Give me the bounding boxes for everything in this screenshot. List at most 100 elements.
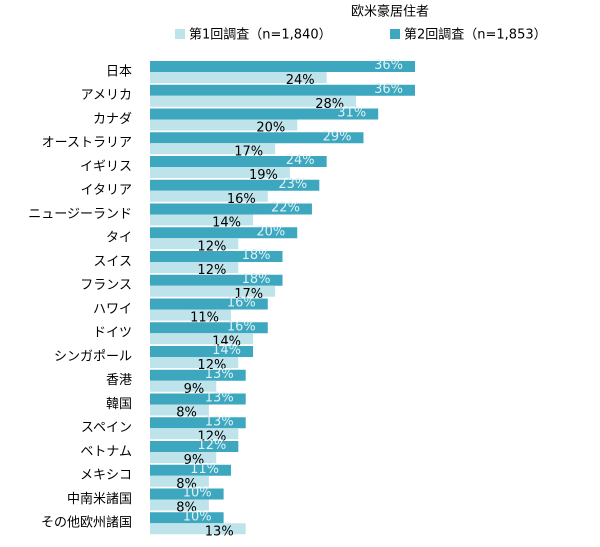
value-label: 12% xyxy=(197,429,226,444)
bar xyxy=(150,346,254,357)
bar xyxy=(150,95,357,107)
bar xyxy=(150,214,254,226)
bar xyxy=(150,84,415,96)
bar xyxy=(150,512,224,524)
y-tick-label: 韓国 xyxy=(106,397,132,412)
y-tick-label: ニュージーランド xyxy=(28,207,132,222)
value-label: 16% xyxy=(227,319,256,334)
bar xyxy=(150,369,246,381)
value-label: 16% xyxy=(227,296,256,311)
bar xyxy=(150,167,290,178)
y-tick-label: フランス xyxy=(80,278,132,293)
value-label: 8% xyxy=(176,477,197,492)
value-label: 14% xyxy=(212,343,241,358)
value-label: 19% xyxy=(249,168,278,183)
value-label: 11% xyxy=(190,311,219,326)
y-tick-label: タイ xyxy=(106,231,132,246)
value-label: 13% xyxy=(205,414,234,429)
bar xyxy=(150,132,364,144)
y-tick-label: スイス xyxy=(93,254,132,269)
bar xyxy=(150,285,276,297)
value-label: 9% xyxy=(184,453,205,468)
value-label: 29% xyxy=(323,129,352,144)
bar xyxy=(150,119,298,131)
bar xyxy=(150,238,239,250)
value-label: 36% xyxy=(374,82,403,97)
value-label: 12% xyxy=(197,438,226,453)
value-label: 16% xyxy=(227,192,256,207)
value-label: 20% xyxy=(256,121,285,136)
y-tick-label: メキシコ xyxy=(80,468,132,483)
value-label: 14% xyxy=(212,216,241,231)
value-label: 12% xyxy=(197,239,226,254)
bar xyxy=(150,251,283,262)
bar xyxy=(150,274,283,286)
legend-swatch xyxy=(390,29,400,39)
value-label: 9% xyxy=(184,382,205,397)
value-label: 14% xyxy=(212,334,241,349)
y-tick-label: オーストラリア xyxy=(42,136,132,151)
bar xyxy=(150,108,379,120)
y-tick-label: スペイン xyxy=(81,421,132,436)
value-label: 24% xyxy=(286,73,315,88)
value-label: 24% xyxy=(286,153,315,168)
bar xyxy=(150,298,268,310)
value-label: 17% xyxy=(234,144,263,159)
bar xyxy=(150,357,239,368)
y-tick-label: シンガポール xyxy=(54,349,132,364)
y-tick-label: 香港 xyxy=(106,373,132,388)
bar xyxy=(150,333,254,345)
bar xyxy=(150,61,415,72)
value-label: 18% xyxy=(242,272,271,287)
value-label: 10% xyxy=(183,486,212,501)
y-tick-label: イタリア xyxy=(81,183,132,198)
value-label: 31% xyxy=(337,106,366,121)
bar xyxy=(150,404,209,416)
bar xyxy=(150,309,231,321)
value-label: 10% xyxy=(183,509,212,524)
legend-label: 第2回調査（n=1,853） xyxy=(404,28,547,43)
bar xyxy=(150,227,298,239)
y-tick-label: その他欧州諸国 xyxy=(41,515,132,531)
bar xyxy=(150,441,239,452)
value-label: 18% xyxy=(242,248,271,263)
legend-label: 第1回調査（n=1,840） xyxy=(189,28,332,43)
bar xyxy=(150,499,209,511)
y-tick-label: イギリス xyxy=(80,159,132,174)
y-tick-label: 中南米諸国 xyxy=(67,491,132,507)
value-label: 13% xyxy=(205,367,234,382)
bar xyxy=(150,393,246,405)
value-label: 13% xyxy=(205,391,234,406)
y-tick-label: 日本 xyxy=(106,64,132,79)
value-label: 8% xyxy=(176,501,197,516)
value-label: 8% xyxy=(176,406,197,421)
value-label: 12% xyxy=(197,263,226,278)
value-label: 12% xyxy=(197,358,226,373)
bar xyxy=(150,475,209,487)
bar xyxy=(150,417,246,429)
value-label: 23% xyxy=(278,177,307,192)
value-label: 11% xyxy=(190,462,219,477)
bar xyxy=(150,203,312,215)
bar xyxy=(150,143,276,155)
value-label: 22% xyxy=(271,201,300,216)
y-tick-label: ハワイ xyxy=(93,302,132,317)
value-label: 28% xyxy=(315,97,344,112)
y-tick-label: ドイツ xyxy=(93,326,132,341)
value-label: 20% xyxy=(256,224,285,239)
value-label: 17% xyxy=(234,287,263,302)
y-tick-label: カナダ xyxy=(93,112,132,127)
value-label: 36% xyxy=(374,58,403,73)
bar xyxy=(150,156,327,167)
chart-title: 欧米豪居住者 xyxy=(351,4,429,20)
bar xyxy=(150,380,217,392)
bar xyxy=(150,322,268,334)
bar xyxy=(150,262,239,273)
legend-swatch xyxy=(175,29,185,39)
y-tick-label: ベトナム xyxy=(80,444,132,459)
bar xyxy=(150,179,320,191)
value-label: 13% xyxy=(205,524,234,539)
bar xyxy=(150,72,327,83)
bar xyxy=(150,452,217,463)
